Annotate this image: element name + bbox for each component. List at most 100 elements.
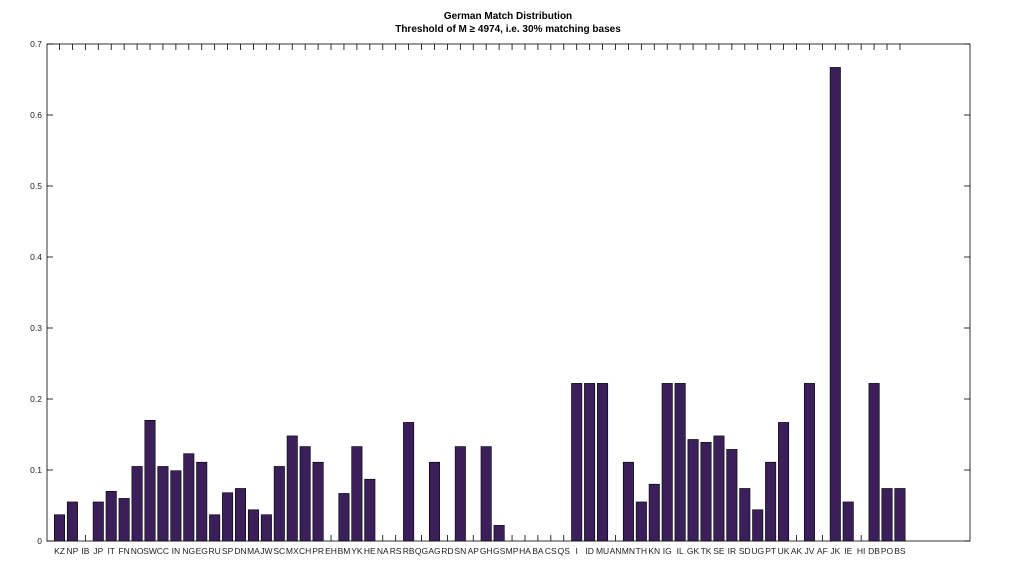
y-tick-label: 0.6 bbox=[30, 110, 42, 120]
bar bbox=[480, 446, 492, 542]
x-tick-label: UK bbox=[778, 546, 790, 556]
x-tick-label: GK bbox=[687, 546, 700, 556]
bar bbox=[648, 483, 660, 542]
bar bbox=[584, 383, 596, 542]
y-tick-label: 0.2 bbox=[30, 394, 42, 404]
x-tick-label: QS bbox=[558, 546, 571, 556]
x-tick-label: FN bbox=[118, 546, 129, 556]
y-tick-label: 0.4 bbox=[30, 252, 42, 262]
x-tick-label: IN bbox=[172, 546, 181, 556]
x-tick-label: GH bbox=[480, 546, 493, 556]
x-tick-label: BS bbox=[894, 546, 906, 556]
x-tick-label: IL bbox=[677, 546, 684, 556]
x-tick-label: SN bbox=[454, 546, 466, 556]
bar bbox=[661, 383, 673, 542]
x-tick-label: CH bbox=[299, 546, 311, 556]
x-tick-label: MN bbox=[622, 546, 635, 556]
x-tick-label: SE bbox=[713, 546, 725, 556]
x-tick-label: BM bbox=[338, 546, 351, 556]
x-tick-label: IB bbox=[81, 546, 89, 556]
bar bbox=[338, 493, 350, 542]
y-tick-label: 0.5 bbox=[30, 181, 42, 191]
x-tick-label: BA bbox=[532, 546, 544, 556]
bar bbox=[196, 461, 208, 542]
bar bbox=[428, 461, 440, 542]
bar bbox=[713, 435, 725, 542]
bar bbox=[493, 525, 505, 542]
y-tick-label: 0.7 bbox=[30, 39, 42, 49]
x-tick-label: GS bbox=[493, 546, 506, 556]
x-tick-label: RS bbox=[390, 546, 402, 556]
bar bbox=[157, 466, 169, 542]
x-tick-label: EH bbox=[325, 546, 337, 556]
x-tick-label: TH bbox=[636, 546, 647, 556]
bar bbox=[286, 435, 298, 542]
x-tick-label: KZ bbox=[54, 546, 65, 556]
bar bbox=[351, 446, 363, 542]
x-tick-label: JK bbox=[830, 546, 840, 556]
bar bbox=[273, 466, 285, 542]
chart-title: German Match Distribution bbox=[444, 11, 572, 22]
bar bbox=[635, 501, 647, 542]
x-tick-label: TK bbox=[701, 546, 712, 556]
bar bbox=[454, 446, 466, 542]
y-tick-label: 0.3 bbox=[30, 323, 42, 333]
x-tick-label: YK bbox=[351, 546, 363, 556]
x-tick-label: CS bbox=[545, 546, 557, 556]
x-tick-label: QG bbox=[415, 546, 428, 556]
bar bbox=[299, 446, 311, 542]
x-tick-label: CC bbox=[157, 546, 169, 556]
bar bbox=[66, 501, 78, 542]
plot-area: 0 0.1 0.2 0.3 0.4 0.5 0.6 0.7 KZ NP IB JP IT FN NO SW CC… bbox=[30, 39, 971, 556]
bar bbox=[687, 439, 699, 542]
bar bbox=[778, 422, 790, 542]
bar bbox=[403, 422, 415, 542]
x-tick-label: NP bbox=[67, 546, 79, 556]
bar bbox=[209, 514, 221, 542]
y-tick-label: 0 bbox=[37, 536, 42, 546]
bar bbox=[752, 509, 764, 542]
x-tick-label: PT bbox=[765, 546, 776, 556]
bar bbox=[674, 383, 686, 542]
x-tick-label: HA bbox=[519, 546, 531, 556]
x-tick-label: IR bbox=[728, 546, 737, 556]
plot-frame bbox=[46, 43, 971, 542]
bar bbox=[868, 383, 880, 542]
bar bbox=[765, 461, 777, 542]
x-tick-label: PO bbox=[881, 546, 894, 556]
x-tick-label: EG bbox=[196, 546, 208, 556]
bar bbox=[622, 461, 634, 542]
x-tick-label: HI bbox=[857, 546, 866, 556]
bar bbox=[222, 492, 234, 542]
bar bbox=[144, 419, 156, 542]
bar bbox=[312, 461, 324, 542]
bar bbox=[118, 498, 130, 542]
x-tick-label: SP bbox=[222, 546, 234, 556]
bar bbox=[260, 514, 272, 542]
x-tick-label: SW bbox=[143, 546, 157, 556]
x-tick-label: AG bbox=[428, 546, 440, 556]
x-tick-label: AP bbox=[468, 546, 480, 556]
x-tick-label: RU bbox=[209, 546, 221, 556]
x-tick-label: MX bbox=[286, 546, 299, 556]
x-tick-label: AF bbox=[817, 546, 828, 556]
bar bbox=[105, 490, 117, 542]
x-tick-label: JW bbox=[260, 546, 272, 556]
y-tick-label: 0.1 bbox=[30, 465, 42, 475]
bar bbox=[183, 453, 195, 542]
bar bbox=[170, 470, 182, 542]
x-tick-label: JV bbox=[804, 546, 814, 556]
x-tick-label: MA bbox=[247, 546, 260, 556]
x-tick-label: RB bbox=[403, 546, 415, 556]
bar bbox=[700, 442, 712, 542]
bar bbox=[131, 466, 143, 542]
bar bbox=[829, 67, 841, 542]
x-tick-label: DB bbox=[868, 546, 880, 556]
x-tick-label: NO bbox=[131, 546, 144, 556]
bar bbox=[894, 488, 906, 542]
bar bbox=[739, 488, 751, 542]
x-tick-label: NG bbox=[182, 546, 195, 556]
x-tick-label: IE bbox=[844, 546, 852, 556]
